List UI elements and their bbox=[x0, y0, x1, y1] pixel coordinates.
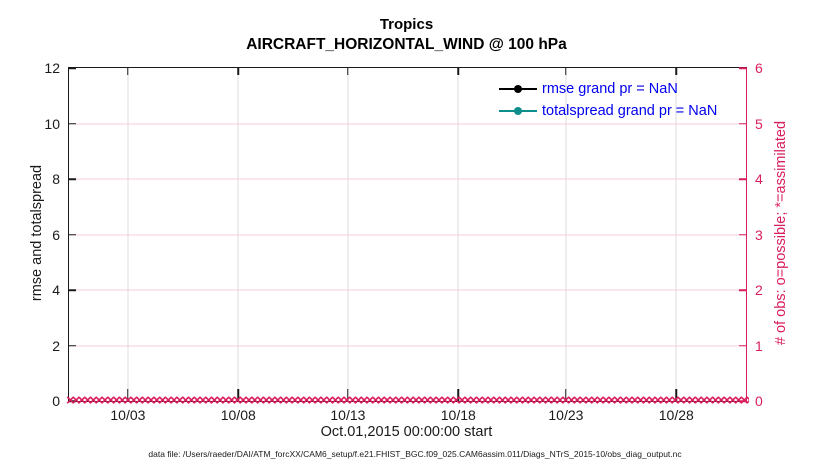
y-tick-label-left: 4 bbox=[52, 282, 60, 298]
legend-entry-rmse: rmse grand pr = NaN bbox=[499, 78, 717, 100]
h-gridline bbox=[69, 234, 746, 235]
x-tick-label: 10/08 bbox=[220, 407, 256, 423]
y-tick-left bbox=[69, 344, 76, 347]
x-tick-top bbox=[675, 68, 678, 75]
obs-marker-band: ××××××××××××××××××××××××××××××××××××××××… bbox=[66, 394, 749, 408]
y-tick-right bbox=[739, 122, 746, 125]
y-tick-label-left: 0 bbox=[52, 393, 60, 409]
x-tick-top bbox=[457, 68, 460, 75]
y-tick-label-right: 3 bbox=[755, 226, 763, 243]
y-tick-label-right: 6 bbox=[755, 60, 763, 76]
y-tick-right bbox=[739, 233, 746, 236]
y-tick-label-left: 12 bbox=[44, 60, 60, 76]
y-tick-label-right: 0 bbox=[755, 393, 763, 409]
legend-line-marker-rmse bbox=[499, 84, 537, 94]
legend-label-totalspread: totalspread grand pr = NaN bbox=[542, 103, 718, 119]
y-tick-label-right: 4 bbox=[755, 171, 763, 187]
y-tick-label-right: 2 bbox=[755, 282, 763, 298]
x-tick-bottom bbox=[237, 389, 239, 401]
x-tick-bottom bbox=[565, 389, 567, 401]
h-gridline bbox=[69, 345, 746, 346]
x-tick-label: 10/23 bbox=[548, 407, 584, 423]
legend-label-rmse: rmse grand pr = NaN bbox=[542, 81, 678, 97]
y-tick-label-right: 1 bbox=[755, 337, 763, 354]
h-gridline bbox=[69, 178, 746, 180]
x-tick-top bbox=[127, 68, 129, 75]
y-tick-right bbox=[739, 67, 746, 69]
data-file-caption: data file: /Users/raeder/DAI/ATM_forcXX/… bbox=[148, 449, 682, 459]
x-tick-bottom bbox=[347, 389, 349, 401]
y-tick-left bbox=[69, 178, 76, 180]
x-tick-bottom bbox=[127, 389, 129, 401]
legend: rmse grand pr = NaN totalspread grand pr… bbox=[499, 78, 717, 122]
chart-title: Tropics bbox=[379, 16, 434, 33]
plot-area: rmse grand pr = NaN totalspread grand pr… bbox=[44, 60, 762, 423]
legend-entry-totalspread: totalspread grand pr = NaN bbox=[499, 100, 717, 122]
x-tick-label: 10/18 bbox=[440, 407, 476, 423]
x-tick-bottom bbox=[675, 389, 678, 401]
y-tick-left bbox=[69, 67, 76, 69]
y-tick-label-left: 6 bbox=[52, 226, 60, 243]
x-tick-label: 10/03 bbox=[110, 407, 146, 423]
chart-subtitle: AIRCRAFT_HORIZONTAL_WIND @ 100 hPa bbox=[246, 36, 567, 53]
y-tick-label-right: 5 bbox=[755, 115, 763, 132]
y-tick-right bbox=[739, 400, 746, 402]
y-tick-label-left: 8 bbox=[52, 171, 60, 187]
y-tick-right bbox=[739, 344, 746, 347]
y-tick-left bbox=[69, 233, 76, 236]
x-axis-label: Oct.01,2015 00:00:00 start bbox=[320, 424, 493, 440]
y-tick-right bbox=[739, 289, 746, 291]
y-tick-left bbox=[69, 122, 76, 125]
x-tick-bottom bbox=[457, 389, 460, 401]
x-tick-top bbox=[347, 68, 349, 75]
y-tick-left bbox=[69, 289, 76, 291]
h-gridline bbox=[69, 123, 746, 124]
y-tick-label-left: 2 bbox=[52, 337, 60, 354]
y-tick-left bbox=[69, 400, 76, 402]
y-tick-label-left: 10 bbox=[44, 115, 60, 132]
x-tick-label: 10/13 bbox=[330, 407, 366, 423]
legend-line-marker-totalspread bbox=[499, 106, 537, 116]
x-tick-top bbox=[565, 68, 567, 75]
x-tick-top bbox=[237, 68, 239, 75]
h-gridline bbox=[69, 289, 746, 291]
y-tick-right bbox=[739, 178, 746, 180]
x-tick-label: 10/28 bbox=[658, 407, 694, 423]
